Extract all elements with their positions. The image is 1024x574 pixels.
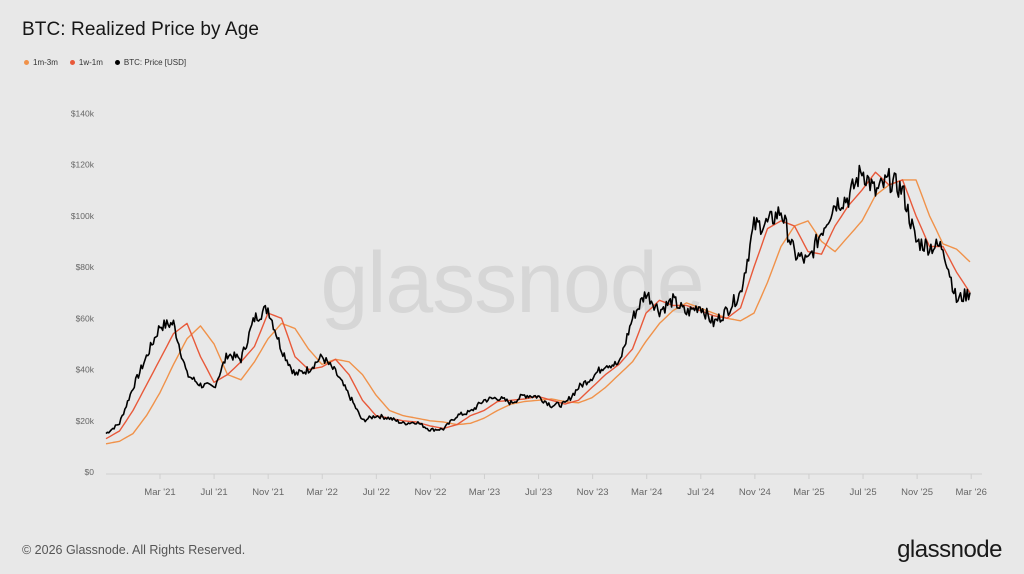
glassnode-logo: glassnode — [897, 536, 1002, 563]
copyright-text: © 2026 Glassnode. All Rights Reserved. — [22, 543, 246, 557]
x-tick-label: Nov '25 — [901, 487, 933, 498]
legend-dot-icon — [69, 60, 75, 65]
x-tick-label: Mar '26 — [956, 487, 987, 498]
x-tick-label: Mar '24 — [631, 487, 662, 498]
legend-item-1m-3m[interactable]: 1m-3m — [24, 58, 58, 67]
y-tick-label: $100k — [71, 211, 95, 221]
x-tick-label: Mar '22 — [307, 487, 338, 498]
y-tick-label: $120k — [71, 160, 95, 170]
legend-dot-icon — [114, 60, 120, 65]
series-lines — [105, 164, 971, 445]
x-tick-label: Jul '23 — [525, 487, 552, 498]
watermark: glassnode — [320, 235, 703, 331]
x-tick-label: Nov '24 — [739, 487, 771, 498]
x-tick-label: Mar '23 — [469, 487, 500, 498]
x-tick-label: Mar '21 — [144, 487, 175, 498]
y-axis: $0 $20k $40k $60k $80k $100k $120k $140k — [71, 108, 95, 477]
x-tick-label: Nov '22 — [414, 487, 446, 498]
legend-label: 1w-1m — [78, 58, 103, 67]
x-tick-label: Mar '25 — [793, 487, 824, 498]
legend-item-btc-price[interactable]: BTC: Price [USD] — [114, 58, 187, 67]
x-tick-label: Jul '25 — [849, 487, 876, 498]
x-tick-label: Jul '24 — [687, 487, 714, 498]
legend-item-1w-1m[interactable]: 1w-1m — [69, 58, 103, 67]
y-tick-label: $60k — [76, 313, 95, 323]
y-tick-label: $20k — [76, 416, 95, 426]
x-tick-label: Jul '21 — [200, 487, 227, 498]
x-tick-label: Jul '22 — [363, 487, 390, 498]
y-tick-label: $80k — [76, 262, 95, 272]
series-line-btc-price-usd- — [105, 164, 971, 435]
legend-label: BTC: Price [USD] — [123, 58, 187, 67]
x-tick-label: Nov '23 — [577, 487, 609, 498]
x-axis: Mar '21 Jul '21 Nov '21 Mar '22 Jul '22 Nov '… — [106, 473, 987, 498]
legend-dot-icon — [24, 60, 29, 65]
y-tick-label: $140k — [71, 108, 95, 118]
x-tick-label: Nov '21 — [252, 487, 284, 498]
y-tick-label: $0 — [85, 467, 95, 477]
legend-label: 1m-3m — [33, 58, 58, 67]
page-title: BTC: Realized Price by Age — [22, 19, 260, 40]
y-tick-label: $40k — [76, 365, 95, 375]
chart-legend: 1m-3m 1w-1m BTC: Price [USD] — [24, 58, 186, 67]
